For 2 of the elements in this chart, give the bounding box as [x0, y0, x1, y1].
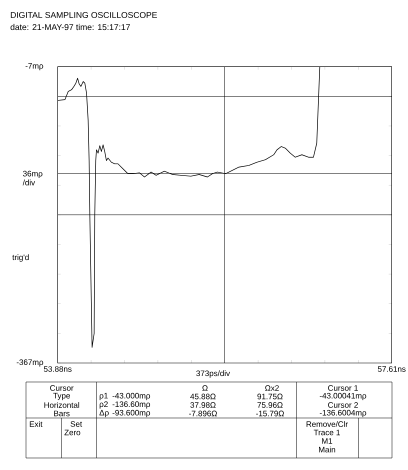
- chart-title: DIGITAL SAMPLING OSCILLOSCOPE: [10, 12, 157, 18]
- chart-subtitle: date: 21-MAY-97 time: 15:17:17: [10, 24, 130, 30]
